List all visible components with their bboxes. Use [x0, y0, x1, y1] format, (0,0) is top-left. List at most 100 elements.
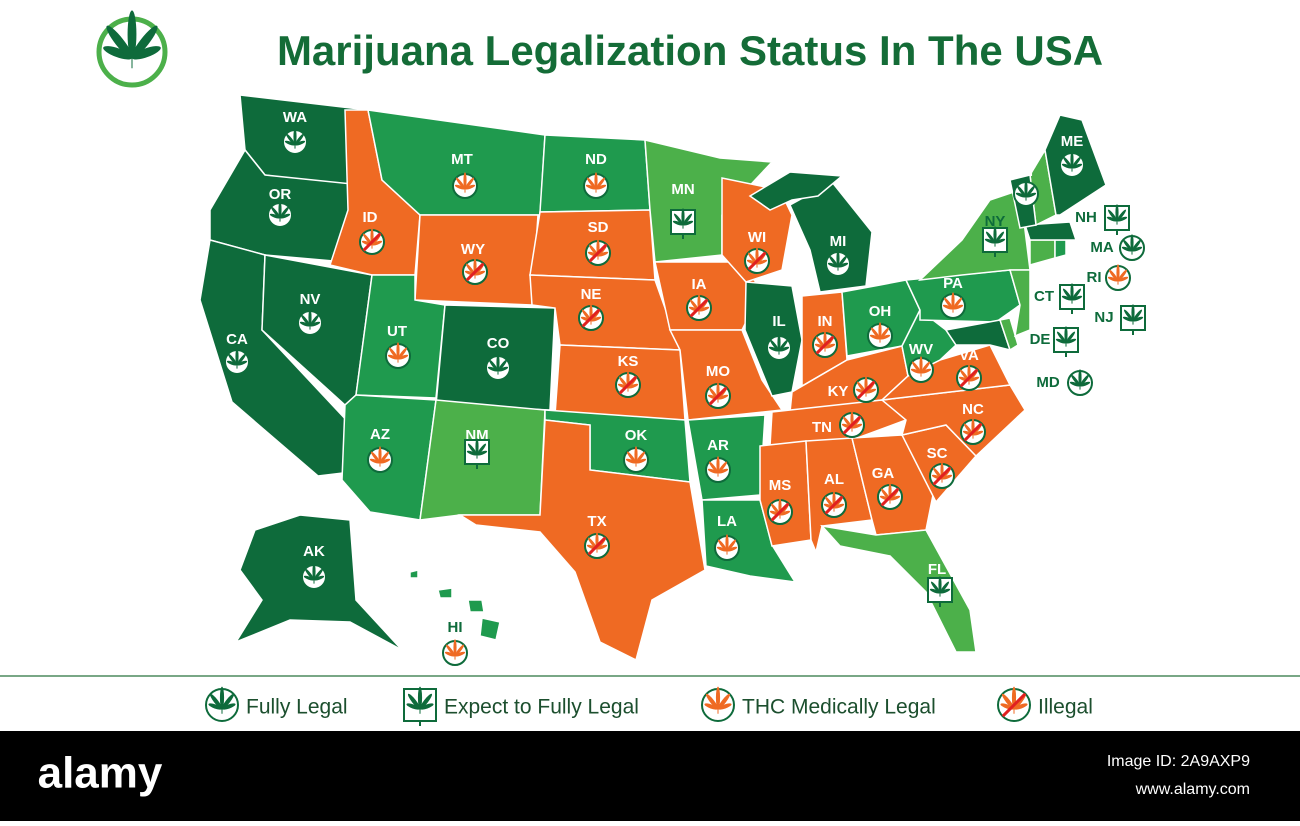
- leaf-blade: [837, 262, 849, 268]
- leaf-blade: [464, 184, 476, 190]
- leaf-blade: [1064, 326, 1068, 343]
- leaf-blade: [294, 140, 306, 146]
- watermark-bar: [0, 731, 1300, 821]
- status-icon: [705, 456, 731, 483]
- leaf-blade: [1132, 309, 1143, 322]
- leaf-blade: [219, 686, 225, 709]
- icon-slash: [815, 335, 835, 355]
- leaf-blade: [488, 359, 499, 372]
- status-icon: [997, 686, 1031, 722]
- status-icon: [224, 348, 250, 375]
- status-icon: [686, 294, 712, 321]
- leaf-blade: [1025, 192, 1037, 198]
- leaf-blade: [930, 581, 941, 594]
- state-label: AZ: [370, 426, 390, 443]
- status-icon: [385, 342, 411, 369]
- state-label: RI: [1087, 269, 1102, 286]
- state-label: IN: [818, 313, 833, 330]
- status-icon: [359, 228, 385, 255]
- leaf-blade: [417, 686, 423, 709]
- status-icon: [853, 376, 879, 403]
- leaf-blade: [293, 128, 297, 146]
- leaf-blade: [419, 703, 434, 710]
- status-icon: [701, 686, 735, 722]
- status-icon: [585, 239, 611, 266]
- leaf-blade: [487, 366, 499, 372]
- icon-slash: [880, 487, 900, 507]
- icon-slash: [1001, 692, 1027, 718]
- leaf-blade: [1116, 209, 1127, 222]
- leaf-blade: [454, 644, 465, 657]
- status-icon: [297, 309, 323, 336]
- leaf-blade: [463, 172, 467, 190]
- leaf-blade: [453, 639, 457, 656]
- status-icon: [282, 128, 308, 155]
- status-icon: [267, 201, 293, 228]
- status-icon: [464, 438, 490, 469]
- leaf-blade: [1024, 180, 1028, 198]
- leaf-blade: [1071, 163, 1083, 169]
- leaf-blade: [294, 133, 305, 146]
- leaf-blade: [717, 703, 732, 710]
- state-label: MO: [706, 363, 730, 380]
- leaf-blade: [279, 213, 291, 219]
- state-label: OR: [269, 186, 292, 203]
- leaf-blade: [994, 231, 1005, 244]
- leaf-blade: [827, 262, 839, 268]
- leaf-blade: [476, 450, 488, 456]
- leaf-blade: [626, 451, 637, 464]
- leaf-blade: [920, 368, 932, 374]
- leaf-blade: [1065, 338, 1077, 344]
- leaf-blade: [717, 461, 728, 474]
- state-label: AR: [707, 437, 729, 454]
- leaf-blade: [445, 644, 456, 657]
- leaf-blade: [1122, 239, 1133, 252]
- leaf-blade: [708, 461, 719, 474]
- leaf-blade: [464, 177, 475, 190]
- leaf-blade: [1065, 331, 1076, 344]
- leaf-blade: [879, 327, 890, 340]
- leaf-blade: [1117, 276, 1129, 282]
- leaf-blade: [127, 10, 137, 58]
- icon-slash: [747, 251, 767, 271]
- leaf-blade: [716, 546, 728, 552]
- state-label: UT: [387, 323, 407, 340]
- leaf-blade: [870, 327, 881, 340]
- status-icon: [584, 532, 610, 559]
- status-icon: [367, 446, 393, 473]
- leaf-blade: [1015, 192, 1027, 198]
- leaf-blade: [387, 354, 399, 360]
- leaf-blade: [597, 251, 609, 257]
- leaf-blade: [299, 321, 311, 327]
- leaf-blade: [833, 503, 845, 509]
- leaf-blade: [1107, 209, 1118, 222]
- leaf-blade: [397, 354, 409, 360]
- state-shape: [437, 587, 453, 599]
- leaf-blade: [304, 568, 315, 581]
- state-label: VT: [1016, 163, 1035, 180]
- status-icon: [1119, 234, 1145, 261]
- leaf-blade: [717, 468, 729, 474]
- status-icon: [821, 491, 847, 518]
- state-label: NH: [1075, 209, 1097, 226]
- icon-slash: [824, 495, 844, 515]
- leaf-blade: [313, 575, 325, 581]
- status-icon: [1013, 180, 1039, 207]
- leaf-blade: [726, 539, 737, 552]
- leaf-blade: [596, 544, 608, 550]
- icon-slash: [963, 422, 983, 442]
- leaf-blade: [407, 693, 421, 710]
- state-label: NC: [962, 401, 984, 418]
- leaf-blade: [1070, 151, 1074, 169]
- state-label: MA: [1090, 239, 1113, 256]
- leaf-blade: [454, 184, 466, 190]
- state-shape: [748, 171, 844, 211]
- leaf-blade: [972, 430, 984, 436]
- status-icon: [205, 686, 239, 722]
- leaf-blade: [635, 458, 647, 464]
- watermark-id: Image ID: 2A9AXP9: [1107, 753, 1250, 770]
- leaf-blade: [634, 446, 638, 463]
- status-icon: [867, 322, 893, 349]
- leaf-blade: [370, 451, 381, 464]
